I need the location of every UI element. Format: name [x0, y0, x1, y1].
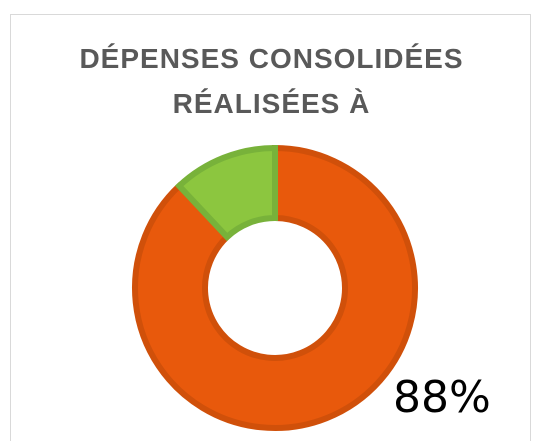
donut-slice-1 [132, 144, 418, 431]
data-label-percent: 88% [393, 372, 491, 423]
chart-title-line-2: RÉALISÉES À [172, 88, 371, 119]
donut-slice-2 [174, 144, 278, 242]
chart-title: DÉPENSES CONSOLIDÉES RÉALISÉES À [0, 36, 543, 126]
chart-title-line-1: DÉPENSES CONSOLIDÉES [79, 43, 464, 74]
